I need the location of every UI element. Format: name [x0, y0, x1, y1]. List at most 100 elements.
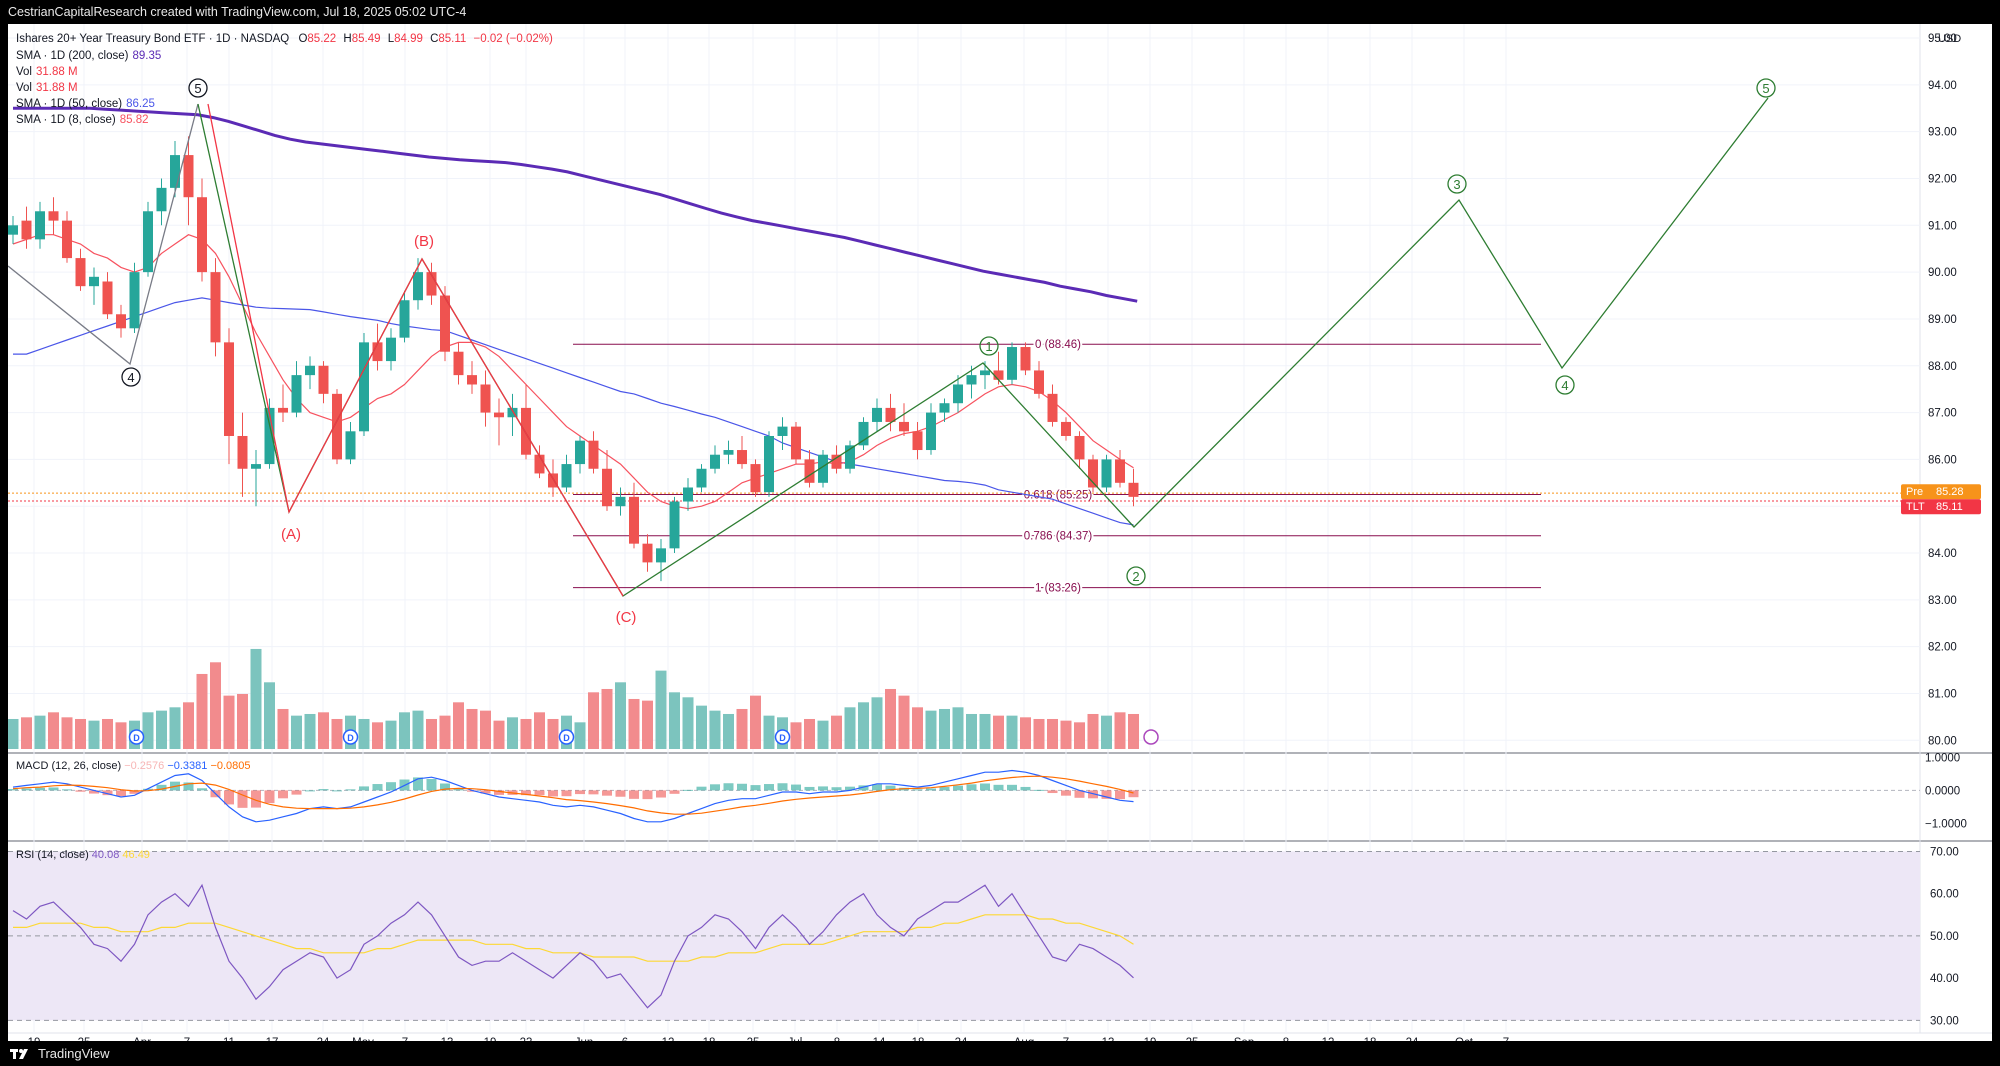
macd-hist-bar	[629, 790, 639, 799]
candle-body	[224, 342, 234, 436]
dividend-marker: D	[774, 729, 791, 745]
candle	[197, 178, 207, 282]
price-tick-label: 82.00	[1928, 642, 1957, 654]
volume-bar	[426, 718, 437, 749]
volume-bar	[507, 717, 518, 749]
volume-bar	[601, 688, 613, 749]
legend-row-label: Vol	[16, 82, 32, 94]
candle	[629, 482, 639, 549]
candle	[791, 421, 801, 465]
candle-body	[1088, 459, 1098, 488]
rsi-tick-label: 70.00	[1930, 846, 1959, 858]
candle-body	[305, 365, 315, 376]
macd-hist-bar	[777, 783, 788, 791]
volume-bar	[574, 722, 586, 749]
volume-bar	[277, 708, 289, 749]
candle-body	[561, 464, 572, 488]
volume-bar	[223, 695, 235, 749]
candle	[399, 290, 410, 343]
volume-bar	[750, 695, 761, 749]
candle-body	[926, 412, 936, 451]
wave-label-green: 4	[1555, 375, 1575, 395]
candle-body	[1034, 370, 1044, 394]
volume-bar	[196, 673, 208, 749]
volume-bar	[34, 715, 46, 749]
time-tick-label: 14	[873, 1037, 886, 1041]
candle-body	[102, 281, 113, 315]
volume-bar	[237, 693, 248, 749]
volume-bar	[75, 718, 86, 749]
footer-bar: TradingView	[0, 1041, 2000, 1066]
volume-bar	[966, 713, 977, 749]
wave-label-black: 5	[188, 78, 208, 98]
dividend-circle	[342, 729, 359, 745]
chart-canvas[interactable]: USD95.0094.0093.0092.0091.0090.0089.0088…	[8, 24, 1992, 1041]
volume-bar	[547, 718, 559, 749]
legend-title-row: Ishares 20+ Year Treasury Bond ETF · 1D …	[16, 33, 553, 45]
macd-hist-bar	[534, 790, 545, 796]
candle-body	[1115, 459, 1125, 483]
price-tick-label: 95.00	[1928, 33, 1957, 45]
candle	[156, 178, 167, 226]
candle-body	[143, 211, 153, 273]
dividend-marker: D	[128, 729, 145, 745]
volume-bar	[682, 697, 694, 749]
time-tick-label: 18	[912, 1037, 925, 1041]
macd-hist-bar	[372, 784, 383, 791]
candle	[1088, 454, 1098, 493]
candle-body	[656, 548, 666, 563]
volume-bar	[115, 722, 127, 749]
wave-label-green: 1	[979, 336, 999, 356]
candle-body	[899, 421, 909, 432]
rsi-legend-part: RSI (14, close)	[16, 849, 89, 861]
legend-row: Vol 31.88 M	[16, 66, 78, 78]
candle-body	[831, 454, 842, 469]
candle-body	[818, 454, 828, 483]
macd-tick-label: 0.0000	[1925, 785, 1960, 797]
macd-hist-bar	[278, 790, 288, 799]
candle	[939, 398, 950, 422]
candle-body	[710, 454, 720, 469]
candle	[899, 403, 909, 436]
legend-row-value: 31.88 M	[36, 82, 78, 94]
macd-hist-bar	[939, 786, 950, 791]
rsi-ma-line	[13, 914, 1134, 962]
candle-body	[939, 403, 950, 413]
wave-circle	[188, 78, 208, 98]
macd-hist-bar	[332, 790, 342, 792]
time-tick-label: 7	[402, 1037, 408, 1041]
volume-bar	[655, 670, 667, 749]
volume-bar	[871, 697, 883, 749]
volume-bar	[1101, 715, 1112, 749]
macd-hist-bar	[264, 790, 275, 804]
candle-body	[494, 412, 504, 418]
candle-body	[156, 187, 167, 212]
candle-body	[237, 435, 248, 469]
candle-body	[251, 464, 261, 469]
candle	[251, 450, 261, 507]
candle	[1061, 417, 1071, 441]
dividend-circle	[128, 729, 145, 745]
volume-bar	[885, 688, 896, 749]
candle-body	[669, 501, 680, 549]
rsi-legend-part: 40.08	[89, 849, 120, 861]
price-tag: Pre 85.28	[1901, 484, 1981, 500]
volume-bar	[439, 715, 451, 749]
candle-body	[116, 314, 126, 329]
time-tick-label: 8	[1283, 1037, 1289, 1041]
legend-row-label: SMA · 1D (50, close)	[16, 98, 123, 110]
candle-body	[453, 351, 464, 376]
candle	[966, 365, 977, 399]
macd-hist-bar	[237, 790, 248, 808]
candle	[75, 248, 86, 291]
macd-hist-bar	[696, 786, 707, 791]
wave-circle	[1555, 375, 1575, 395]
volume-bar	[588, 692, 599, 749]
wave-label-green: 5	[1756, 78, 1776, 98]
price-tick-label: 90.00	[1928, 267, 1957, 279]
volume-bar	[264, 682, 275, 749]
candle-body	[170, 155, 180, 188]
candle-body	[980, 370, 990, 376]
candle	[602, 450, 612, 511]
time-tick-label: 7	[1063, 1037, 1069, 1041]
